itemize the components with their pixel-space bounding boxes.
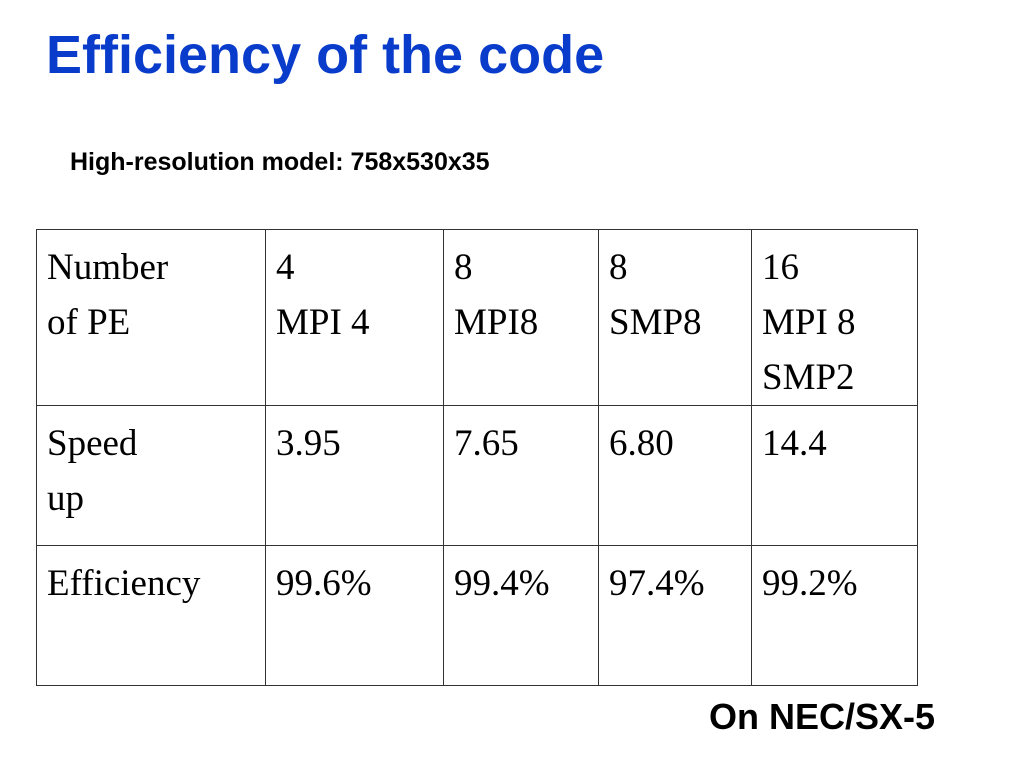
cell-text: MPI 4 <box>276 302 370 343</box>
cell-text: of PE <box>47 302 131 343</box>
cell-text: Speed <box>47 423 138 464</box>
table-row: Speed up 3.95 7.65 6.80 14.4 <box>36 405 918 546</box>
subtitle: High-resolution model: 758x530x35 <box>70 148 490 176</box>
cell-text: 14.4 <box>762 423 827 464</box>
table-cell: 16 MPI 8 SMP2 <box>751 229 918 406</box>
cell-text: SMP2 <box>762 357 855 398</box>
table-cell: 99.2% <box>751 545 918 686</box>
cell-text: 99.2% <box>762 563 858 604</box>
slide-title: Efficiency of the code <box>46 25 605 85</box>
cell-text: MPI8 <box>454 302 539 343</box>
table-cell: 14.4 <box>751 405 918 546</box>
table-cell: Efficiency <box>36 545 266 686</box>
cell-text: Efficiency <box>47 563 201 604</box>
cell-text: up <box>47 478 84 519</box>
cell-text: 8 <box>454 247 473 288</box>
data-table: Number of PE 4 MPI 4 8 MPI8 8 SMP8 16 MPI 8 SMP2 Sp… <box>36 229 918 686</box>
table-cell: 99.6% <box>265 545 444 686</box>
cell-text: 3.95 <box>276 423 341 464</box>
table-cell: Number of PE <box>36 229 266 406</box>
table-cell: 4 MPI 4 <box>265 229 444 406</box>
table-cell: 99.4% <box>443 545 599 686</box>
table-row: Number of PE 4 MPI 4 8 MPI8 8 SMP8 16 MPI 8 SMP2 <box>36 229 918 406</box>
cell-text: 6.80 <box>609 423 674 464</box>
table-cell: 97.4% <box>598 545 752 686</box>
table-cell: 3.95 <box>265 405 444 546</box>
footer-note: On NEC/SX-5 <box>708 696 935 737</box>
table-cell: 6.80 <box>598 405 752 546</box>
table-row: Efficiency 99.6% 99.4% 97.4% 99.2% <box>36 545 918 686</box>
table-cell: 7.65 <box>443 405 599 546</box>
table-cell: Speed up <box>36 405 266 546</box>
cell-text: 97.4% <box>609 563 705 604</box>
cell-text: 16 <box>762 247 799 288</box>
table-cell: 8 MPI8 <box>443 229 599 406</box>
cell-text: 99.4% <box>454 563 550 604</box>
cell-text: 7.65 <box>454 423 519 464</box>
cell-text: 4 <box>276 247 295 288</box>
cell-text: SMP8 <box>609 302 702 343</box>
cell-text: 99.6% <box>276 563 372 604</box>
cell-text: MPI 8 <box>762 302 856 343</box>
cell-text: Number <box>47 247 169 288</box>
table-cell: 8 SMP8 <box>598 229 752 406</box>
cell-text: 8 <box>609 247 628 288</box>
